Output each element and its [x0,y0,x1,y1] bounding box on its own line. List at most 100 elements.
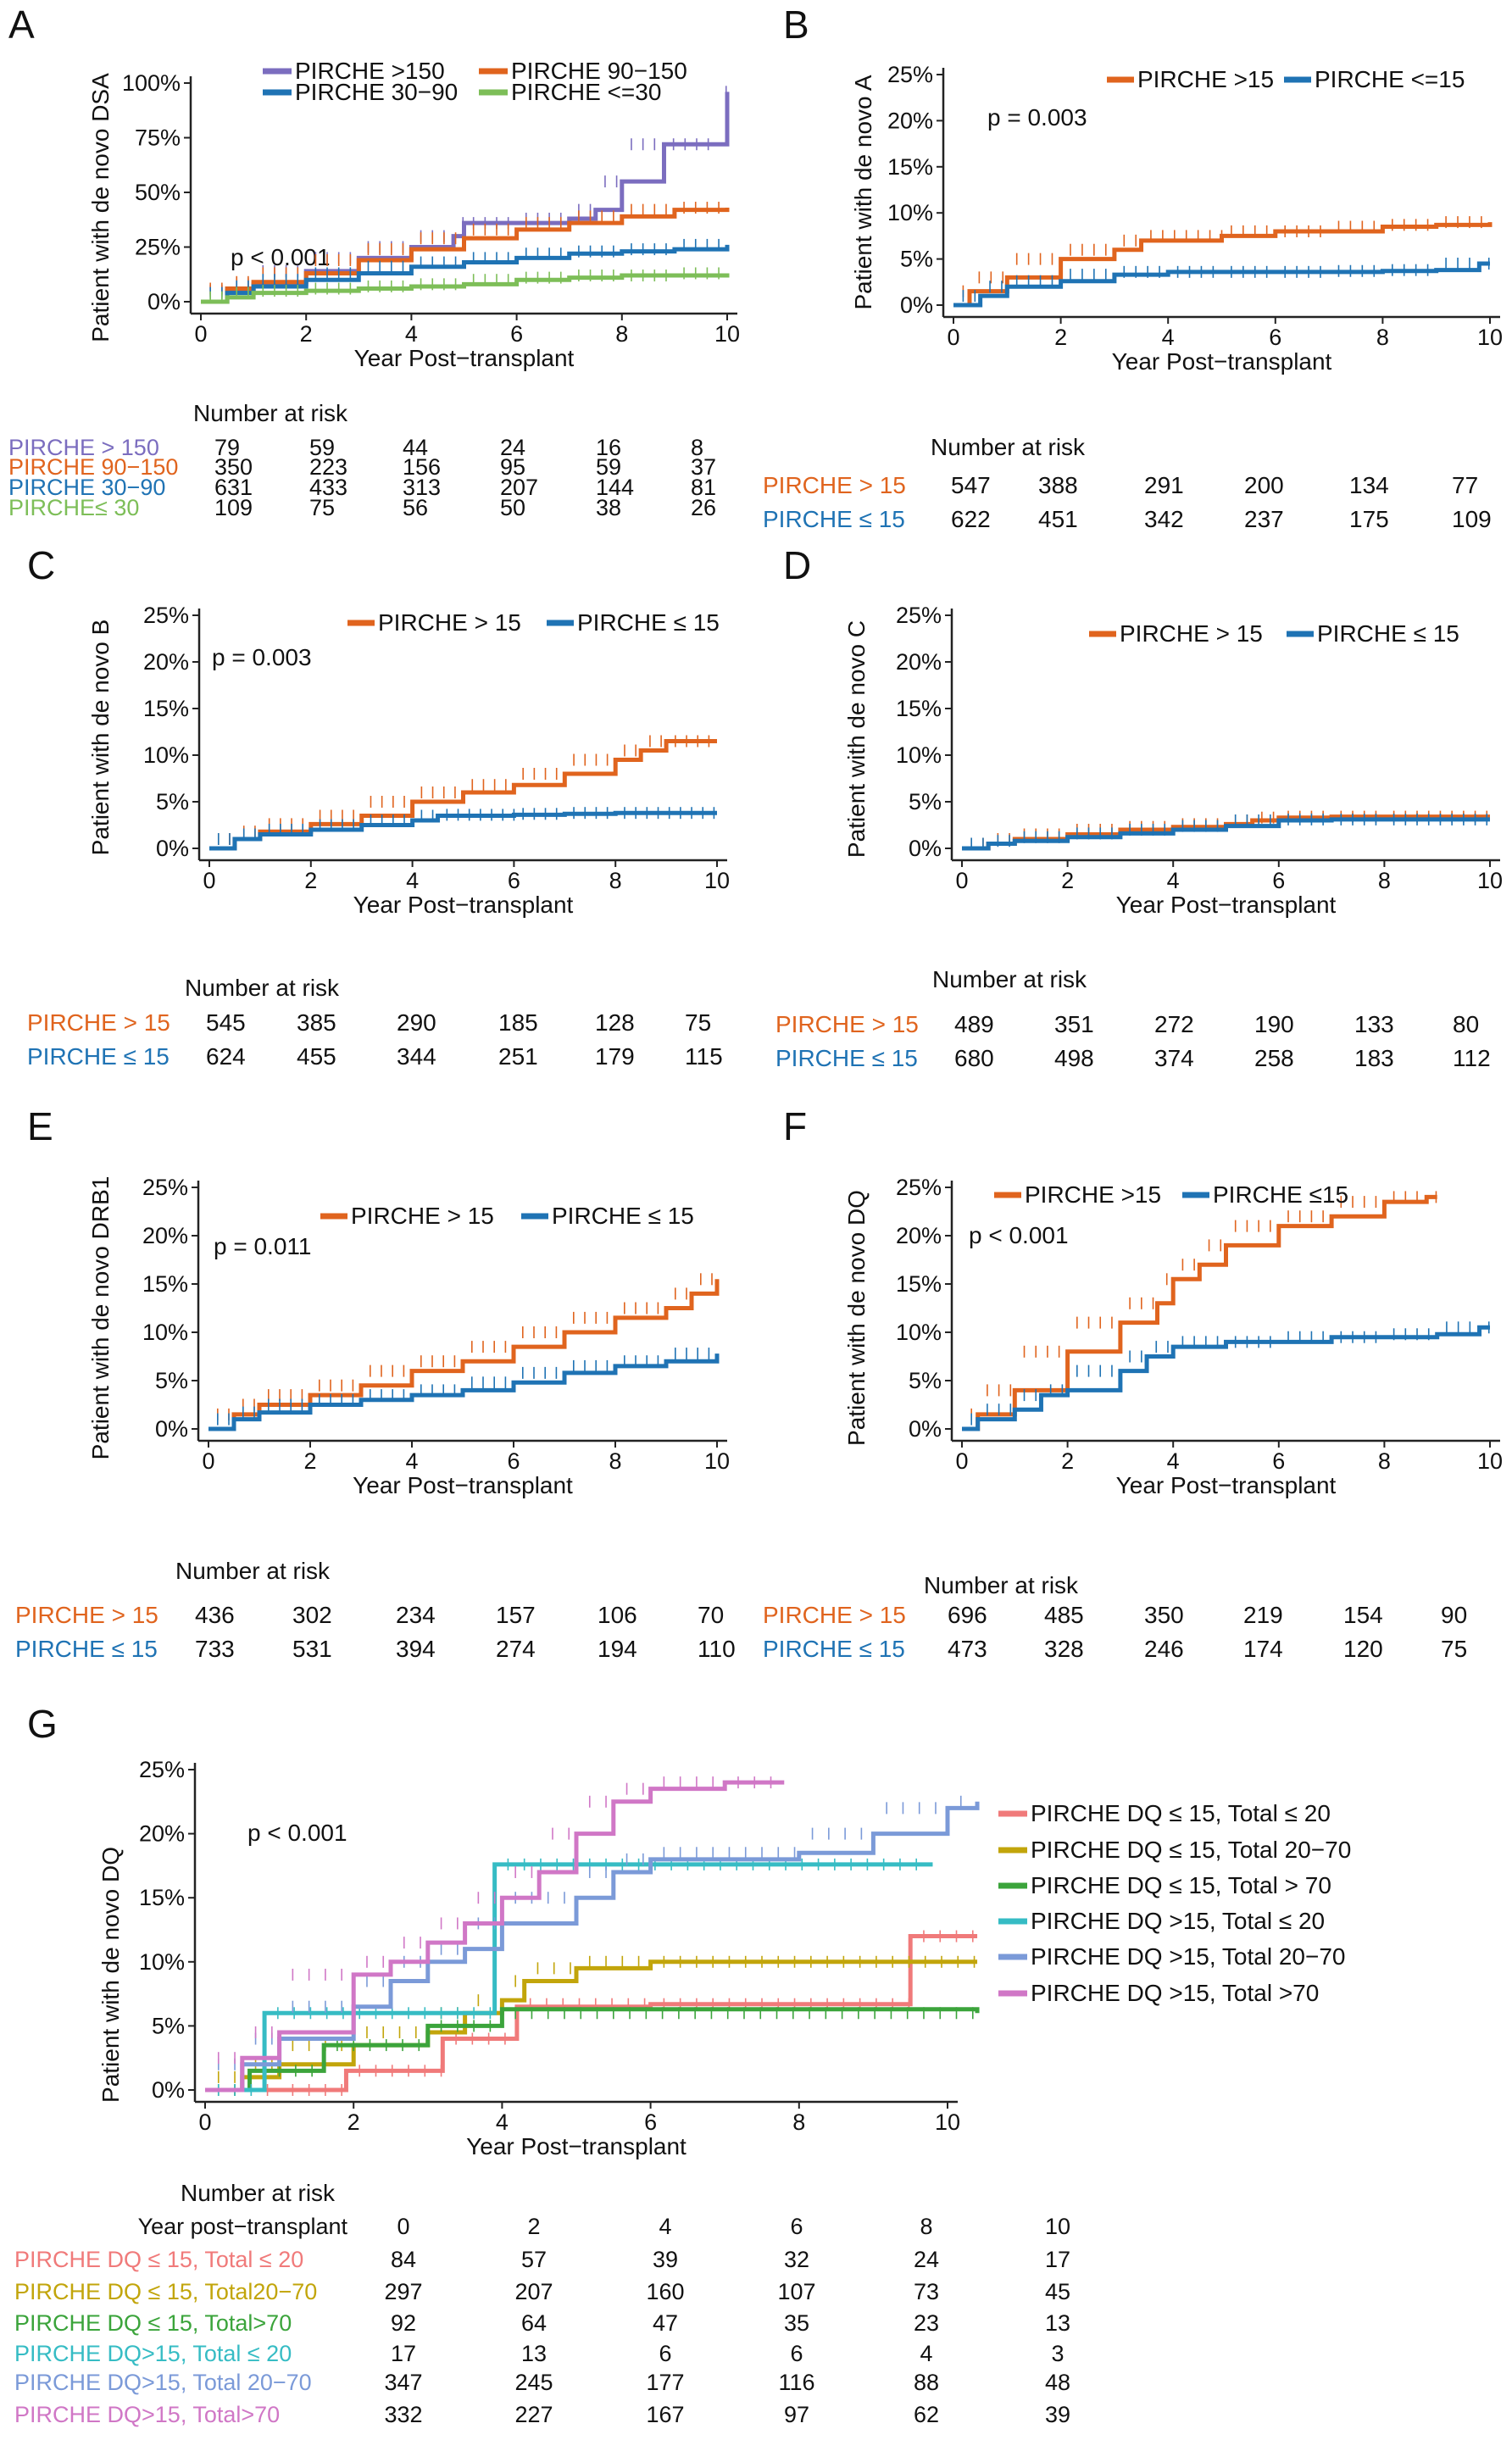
risk-cell: 90 [1441,1602,1467,1628]
risk-cell: 313 [403,475,441,500]
risk-cell: 332 [384,2402,422,2427]
risk-cell: 385 [297,1009,336,1036]
x-axis-title: Year Post−transplant [353,892,574,918]
risk-cell: 110 [698,1636,736,1662]
risk-cell: 92 [391,2310,416,2336]
risk-cell: 77 [1452,472,1478,498]
x-tick-label: 0 [947,325,959,350]
y-axis-title: Patient with de novo DSA [87,73,114,342]
x-tick-label: 2 [1061,1448,1074,1474]
risk-cell: 156 [403,454,441,480]
x-tick-label: 0 [203,868,215,893]
risk-row-label: PIRCHE DQ>15, Total 20−70 [14,2370,312,2395]
risk-header-value: 2 [527,2214,540,2239]
x-tick-label: 8 [615,321,628,347]
risk-row-label: PIRCHE ≤ 15 [15,1636,158,1662]
y-tick-label: 25% [143,603,189,628]
risk-row-label: PIRCHE ≤ 15 [763,1636,905,1662]
panel-letter: E [27,1104,53,1148]
legend-label: PIRCHE >15 [1137,66,1274,92]
risk-cell: 38 [596,495,621,520]
panel-b: B 0% 5% 10% 15% 20% 25% 0 2 4 6 8 10 Year Post−transp… [763,3,1503,532]
y-tick-label: 5% [152,2013,185,2038]
risk-cell: 498 [1054,1045,1094,1071]
risk-cell: 62 [914,2402,939,2427]
risk-row-label: PIRCHE > 15 [27,1009,170,1036]
risk-cell: 59 [596,454,621,480]
y-tick-label: 10% [139,1949,185,1975]
risk-cell: 120 [1343,1636,1383,1662]
y-tick-label: 10% [143,742,189,768]
legend-label: PIRCHE ≤15 [1213,1181,1348,1208]
x-axis-title: Year Post−transplant [1112,348,1332,375]
censor-marks [216,1273,713,1420]
y-tick-label: 20% [139,1821,185,1847]
y-axis-title: Patient with de novo C [843,620,870,858]
y-tick-label: 5% [909,789,942,814]
risk-row-label: PIRCHE ≤ 15 [775,1045,918,1071]
risk-cell: 344 [397,1043,436,1070]
censor-marks [217,2007,974,2096]
y-tick-label: 15% [143,696,189,721]
y-tick-label: 0% [909,836,942,861]
x-tick-label: 10 [1477,868,1503,893]
y-tick-label: 15% [896,1271,942,1297]
legend: PIRCHE >15 PIRCHE <=15 [1107,66,1465,92]
risk-table: Number at risk PIRCHE > 150 79 59 44 24 16 8 PIR… [8,400,716,520]
risk-cell: 70 [698,1602,724,1628]
y-tick-label: 15% [887,154,933,180]
risk-cell: 223 [309,454,347,480]
x-tick-label: 10 [1477,1448,1503,1474]
risk-cell: 489 [954,1011,994,1037]
x-axis-title: Year Post−transplant [466,2133,687,2159]
risk-cell: 680 [954,1045,994,1071]
series-line-pirche-15 [962,1194,1437,1431]
risk-cell: 485 [1044,1602,1084,1628]
risk-row-label: PIRCHE > 15 [15,1602,158,1628]
risk-cell: 350 [214,454,253,480]
x-tick-label: 8 [609,1448,621,1474]
y-tick-label: 0% [147,289,181,314]
y-axis-title: Patient with de novo DQ [843,1190,870,1446]
risk-cell: 59 [309,435,335,460]
risk-cell: 350 [1144,1602,1184,1628]
risk-cell: 246 [1144,1636,1184,1662]
risk-cell: 696 [948,1602,987,1628]
risk-row-label: PIRCHE 30−90 [8,475,165,500]
legend: PIRCHE > 15 PIRCHE ≤ 15 [347,609,720,636]
x-tick-label: 0 [955,1448,968,1474]
risk-cell: 174 [1243,1636,1283,1662]
x-tick-label: 4 [405,1448,418,1474]
legend-label: PIRCHE DQ ≤ 15, Total > 70 [1031,1872,1331,1898]
risk-cell: 6 [659,2341,671,2366]
risk-cell: 24 [914,2247,939,2272]
risk-cell: 207 [514,2279,553,2304]
risk-cell: 134 [1349,472,1389,498]
x-axis-title: Year Post−transplant [353,1472,573,1498]
risk-header-value: 6 [790,2214,803,2239]
legend-label: PIRCHE ≤ 15 [577,609,720,636]
x-tick-label: 2 [300,321,313,347]
risk-cell: 75 [1441,1636,1467,1662]
series-line-pirche-30 [201,273,730,304]
risk-table: Number at risk PIRCHE > 15 489 351 272 190 133… [775,966,1491,1071]
y-tick-label: 0% [156,836,189,861]
risk-cell: 13 [521,2341,547,2366]
y-tick-label: 25% [135,235,181,260]
censor-marks [970,813,1488,850]
x-tick-label: 6 [1269,325,1281,350]
x-axis-title: Year Post−transplant [1116,1472,1337,1498]
y-axis-title: Patient with de novo B [87,620,114,856]
x-tick-label: 0 [955,868,968,893]
x-tick-label: 4 [405,321,418,347]
legend-label: PIRCHE > 15 [351,1203,494,1229]
legend-label: PIRCHE <=15 [1315,66,1465,92]
x-tick-label: 6 [508,868,520,893]
y-tick-label: 0% [155,1416,188,1442]
risk-cell: 73 [914,2279,939,2304]
risk-table: Number at risk PIRCHE > 15 547 388 291 200 134… [763,434,1492,532]
series-line-pirche-15 [208,1353,720,1431]
